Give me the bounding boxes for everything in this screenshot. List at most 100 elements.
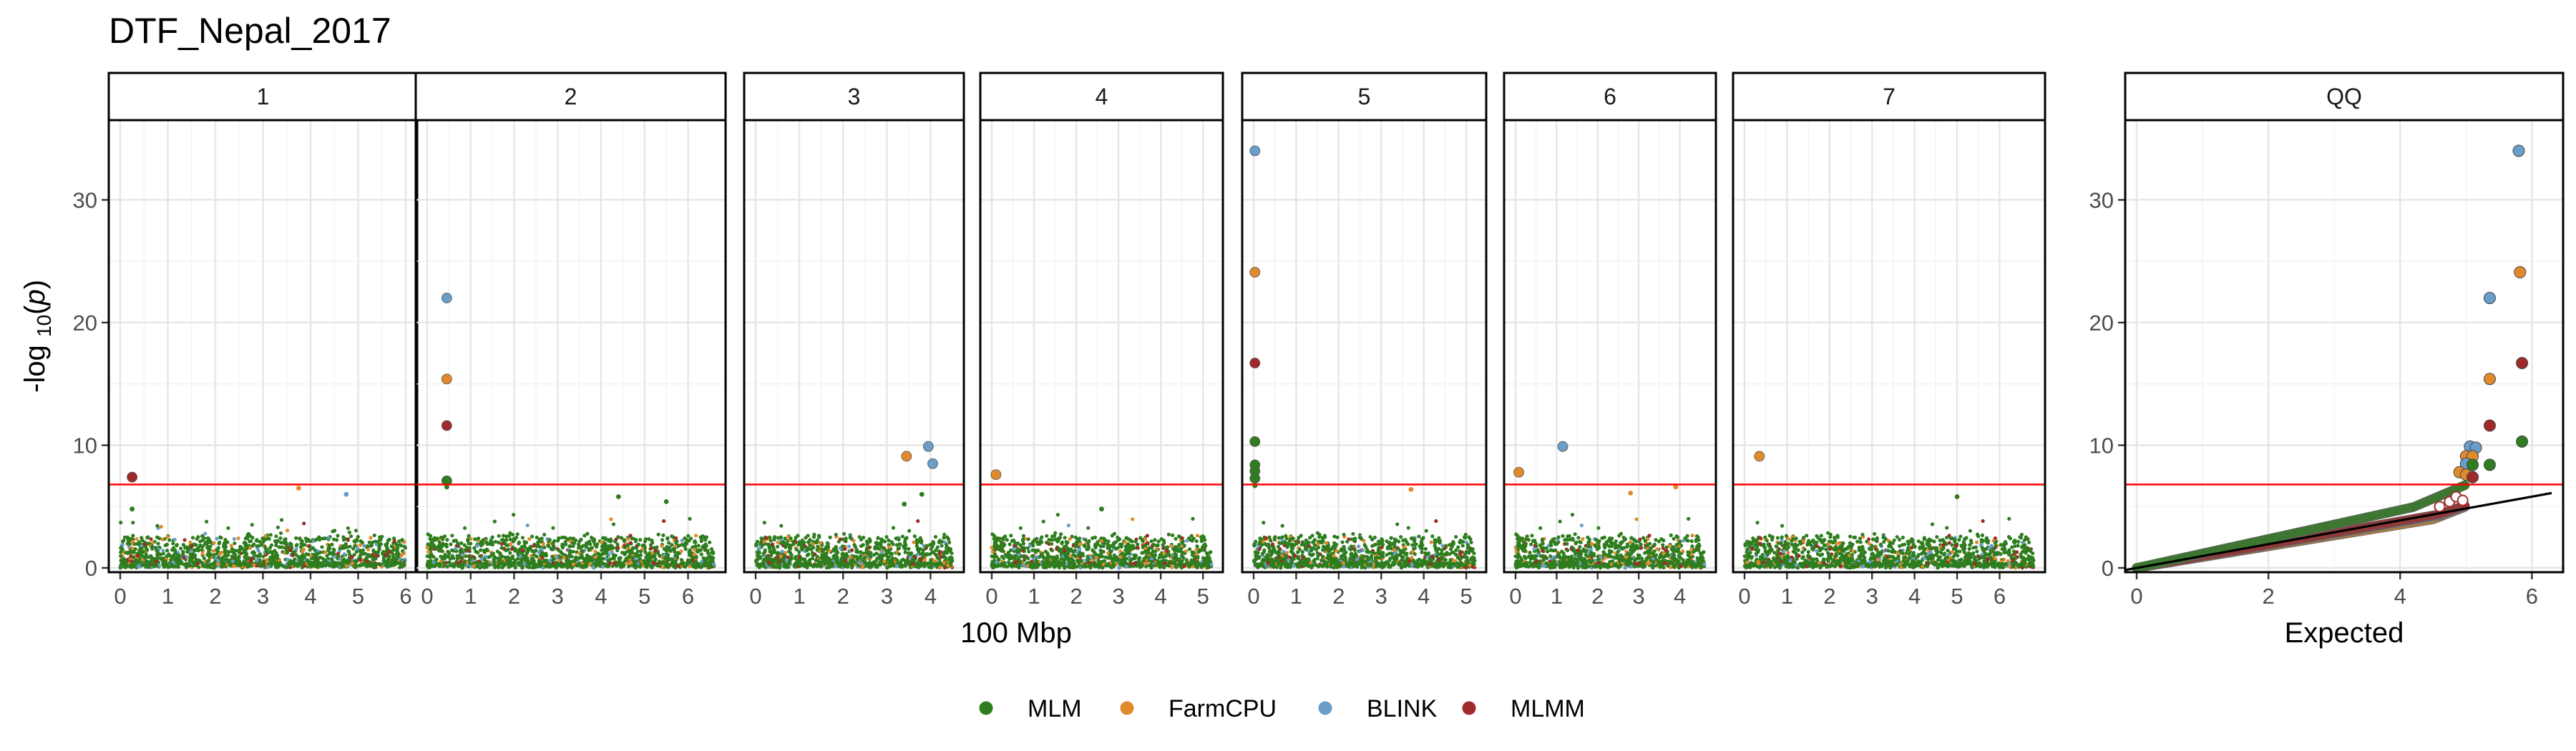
snp-point-mlm <box>820 548 824 553</box>
snp-point-mlm <box>1123 552 1128 556</box>
snp-point-mlm <box>804 546 809 550</box>
snp-point-mlm <box>756 553 761 558</box>
snp-point-mlm <box>611 522 616 526</box>
snp-point-mlm <box>1097 561 1101 566</box>
snp-point-mlm <box>1133 554 1138 558</box>
snp-point-mlm <box>707 565 711 570</box>
snp-point-mlm <box>1149 551 1154 556</box>
snp-point-mlm <box>906 551 911 556</box>
snp-point-mlm <box>806 534 810 538</box>
snp-point-mlm <box>459 549 464 554</box>
snp-point-mlm <box>135 541 139 546</box>
snp-point-mlm <box>208 562 213 567</box>
snp-point-mlm <box>670 561 674 566</box>
snp-point-mlm <box>395 543 399 547</box>
snp-point-mlm <box>258 558 262 562</box>
snp-point-mlm <box>275 556 280 561</box>
snp-point-blink <box>1078 547 1082 551</box>
snp-point-blink <box>547 558 552 563</box>
snp-point-mlm <box>509 564 514 568</box>
snp-point-mlm <box>122 535 127 539</box>
snp-point-mlm <box>192 549 197 553</box>
snp-point-mlm <box>325 554 329 558</box>
snp-point-farmcpu <box>469 536 473 541</box>
snp-point-mlm <box>572 541 577 546</box>
snp-point-mlm <box>477 536 481 541</box>
snp-point-farmcpu <box>252 563 256 567</box>
snp-point-mlm <box>1122 556 1127 560</box>
snp-point-mlm <box>575 564 579 568</box>
snp-point-mlm <box>463 526 467 530</box>
snp-point-mlm <box>1010 556 1014 561</box>
snp-point-mlm <box>554 561 558 565</box>
snp-point-mlm <box>756 562 761 566</box>
snp-point-mlmm <box>190 544 194 549</box>
snp-point-mlm <box>237 556 241 560</box>
snp-point-mlm <box>281 541 286 545</box>
snp-point-mlm <box>217 555 221 559</box>
snp-point-mlm <box>396 555 400 559</box>
x-tick-label: 4 <box>924 584 937 609</box>
snp-point-mlm <box>582 534 587 538</box>
snp-point-mlm <box>124 565 128 569</box>
snp-point-mlm <box>815 548 819 552</box>
snp-point-mlm <box>1136 542 1140 546</box>
snp-point-mlmm <box>520 548 525 552</box>
snp-point-mlm <box>344 560 349 564</box>
snp-point-mlm <box>1074 540 1079 544</box>
snp-point-mlm <box>656 532 660 536</box>
snp-point-mlm <box>238 547 242 551</box>
snp-point-mlm <box>887 555 891 559</box>
snp-point-farmcpu <box>568 539 572 544</box>
snp-point-mlm <box>223 541 228 546</box>
snp-point-mlm <box>489 539 493 543</box>
snp-point-farmcpu <box>882 559 887 564</box>
snp-point-mlm <box>156 541 160 546</box>
snp-point-blink <box>847 544 852 549</box>
snp-point-mlm <box>177 553 181 557</box>
snp-point-mlm <box>1092 550 1096 554</box>
snp-point-mlm <box>767 544 771 549</box>
snp-point-mlm <box>462 559 467 564</box>
snp-point-mlm <box>537 564 542 569</box>
snp-point-mlm <box>881 546 885 551</box>
snp-point-mlm <box>709 547 714 551</box>
snp-point-mlm <box>1099 551 1103 556</box>
snp-point-mlm <box>640 544 645 548</box>
snp-point-mlm <box>802 564 806 569</box>
snp-point-mlm <box>215 548 219 553</box>
snp-point-mlm <box>363 561 367 566</box>
snp-point-mlm <box>200 534 205 538</box>
x-tick-label: 0 <box>421 584 433 609</box>
snp-point-mlm <box>601 536 605 540</box>
snp-point-mlm <box>1149 559 1153 564</box>
snp-point-mlm <box>872 553 877 557</box>
snp-point-mlm <box>595 542 600 546</box>
snp-point-mlm <box>1198 562 1202 566</box>
snp-point-mlmm <box>1129 561 1133 566</box>
y-axis-title-subscript: 10 <box>33 315 55 337</box>
snp-point-blink <box>215 536 219 541</box>
snp-point-mlm <box>361 551 365 556</box>
snp-point-mlm <box>657 559 662 564</box>
snp-point-mlm <box>315 537 320 541</box>
x-tick-label: 1 <box>1028 584 1040 609</box>
snp-point-mlm <box>917 564 921 569</box>
snp-point-mlm <box>693 565 698 569</box>
snp-point-farmcpu <box>818 541 822 545</box>
snp-point-mlm <box>1201 534 1205 539</box>
snp-point-mlm <box>426 564 430 569</box>
snp-point-mlm <box>1054 564 1058 568</box>
snp-point-mlm <box>605 547 610 552</box>
snp-point-mlm <box>784 541 788 546</box>
snp-point-mlm <box>897 537 901 542</box>
snp-point-mlm <box>922 561 926 565</box>
snp-point-mlm <box>195 536 199 541</box>
snp-point-mlm <box>810 551 815 555</box>
snp-point-mlm <box>1059 556 1063 561</box>
snp-point-mlm <box>447 551 452 556</box>
snp-point-mlm <box>131 521 135 525</box>
snp-point-mlm <box>622 539 626 543</box>
snp-point-mlm <box>431 543 435 547</box>
snp-point-mlm <box>652 546 656 550</box>
